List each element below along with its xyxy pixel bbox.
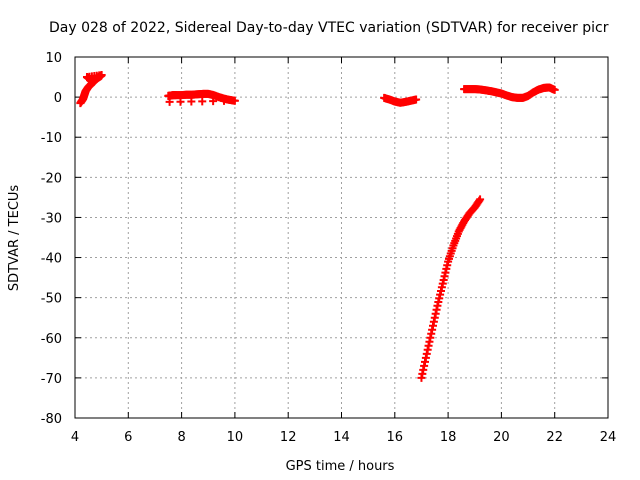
grid-lines — [75, 57, 608, 418]
chart-title: Day 028 of 2022, Sidereal Day-to-day VTE… — [49, 20, 609, 36]
x-tick-labels: 4 6 8 10 12 14 16 18 20 22 24 — [71, 430, 616, 445]
data-point — [209, 97, 218, 106]
y-tick-label: -30 — [41, 211, 62, 226]
x-tick-label: 12 — [280, 430, 297, 445]
y-tick-label: -80 — [41, 412, 62, 427]
data-points — [76, 71, 559, 382]
data-point — [198, 97, 207, 106]
x-tick-label: 10 — [227, 430, 244, 445]
x-tick-label: 24 — [600, 430, 617, 445]
y-tick-label: -50 — [41, 292, 62, 307]
x-tick-label: 20 — [493, 430, 510, 445]
data-point — [550, 85, 559, 94]
x-axis-label: GPS time / hours — [286, 459, 395, 474]
data-point — [165, 97, 174, 106]
y-tick-label: -70 — [41, 372, 62, 387]
data-point — [230, 96, 239, 105]
y-axis-label: SDTVAR / TECUs — [7, 185, 22, 292]
y-tick-labels: -80 -70 -60 -50 -40 -30 -20 -10 0 10 — [41, 51, 62, 427]
data-point — [176, 97, 185, 106]
y-tick-label: -10 — [41, 131, 62, 146]
x-tick-label: 14 — [333, 430, 350, 445]
x-tick-label: 16 — [387, 430, 404, 445]
x-tick-label: 4 — [71, 430, 79, 445]
y-tick-label: 0 — [54, 91, 62, 106]
axis-ticks — [74, 56, 609, 419]
y-tick-label: -60 — [41, 332, 62, 347]
data-point — [412, 95, 421, 104]
x-tick-label: 6 — [124, 430, 132, 445]
x-tick-label: 8 — [177, 430, 185, 445]
y-tick-label: 10 — [45, 51, 62, 66]
x-tick-label: 18 — [440, 430, 457, 445]
y-tick-label: -40 — [41, 252, 62, 267]
data-point — [187, 97, 196, 106]
y-tick-label: -20 — [41, 171, 62, 186]
data-point — [85, 75, 94, 84]
x-tick-label: 22 — [546, 430, 563, 445]
data-point — [220, 96, 229, 105]
data-point — [476, 195, 485, 204]
